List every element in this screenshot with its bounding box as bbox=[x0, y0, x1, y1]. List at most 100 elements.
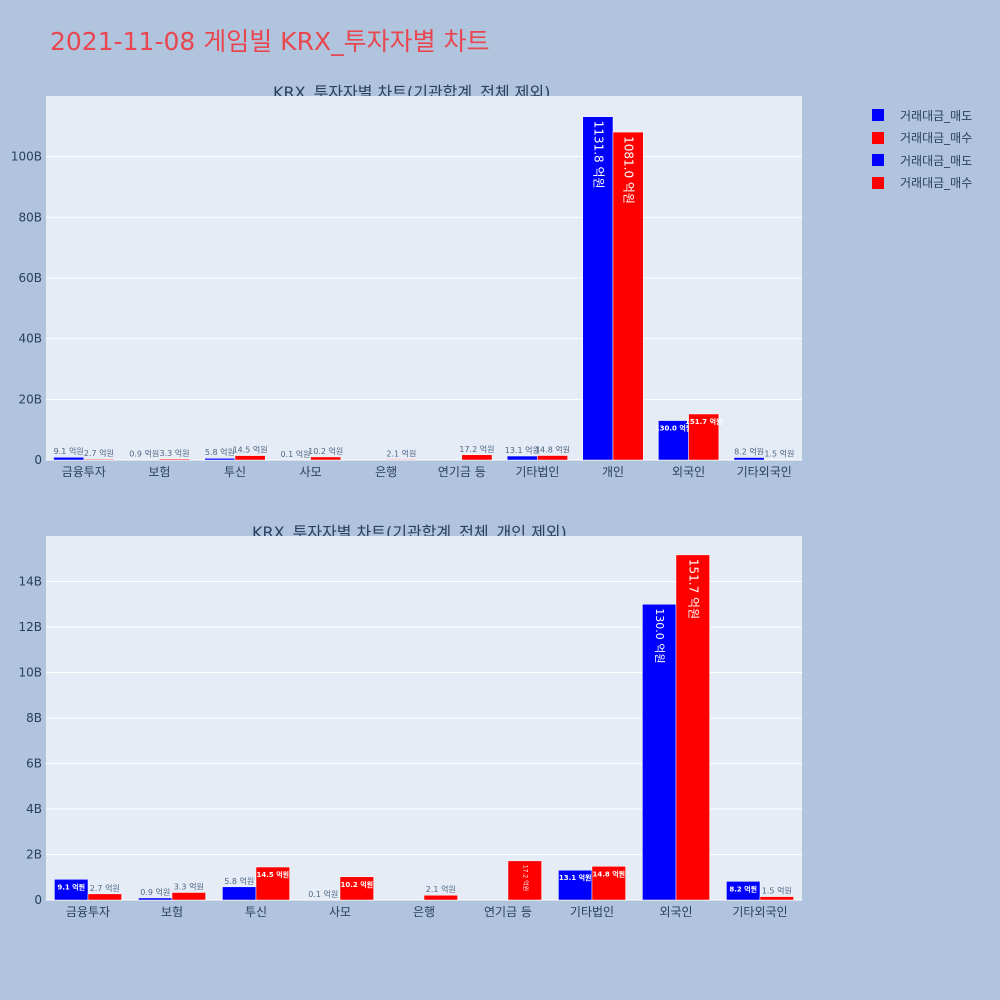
x-tick-label: 기타외국인 bbox=[737, 465, 792, 479]
data-label: 2.7 억원 bbox=[84, 448, 114, 458]
x-tick-label: 사모 bbox=[329, 905, 351, 919]
data-label: 8.2 억원 bbox=[734, 447, 764, 457]
x-tick-label: 사모 bbox=[300, 465, 322, 479]
x-tick-label: 투신 bbox=[245, 905, 267, 919]
y-tick-label: 40B bbox=[18, 332, 42, 346]
data-label: 1131.8 억원 bbox=[591, 121, 605, 189]
bar-buy bbox=[612, 131, 644, 461]
bar-buy bbox=[255, 866, 290, 901]
x-tick-label: 외국인 bbox=[672, 465, 705, 479]
bar-buy bbox=[234, 455, 266, 461]
y-tick-label: 10B bbox=[18, 666, 42, 680]
y-tick-label: 8B bbox=[26, 711, 42, 725]
bar-buy bbox=[159, 458, 190, 461]
bar-sell bbox=[558, 869, 593, 901]
data-label: 1.5 억원 bbox=[764, 449, 794, 459]
data-label: 8.2 억원 bbox=[729, 884, 757, 893]
data-label: 2.1 억원 bbox=[426, 884, 456, 894]
legend-item[interactable]: 거래대금_매도 bbox=[872, 104, 972, 127]
data-label: 151.7 억원 bbox=[686, 559, 700, 619]
legend-label: 거래대금_매도 bbox=[900, 108, 973, 123]
legend: 거래대금_매도 거래대금_매수 거래대금_매도 거래대금_매수 bbox=[872, 104, 972, 194]
x-tick-label: 기타법인 bbox=[570, 905, 614, 919]
x-tick-label: 기타외국인 bbox=[732, 905, 787, 919]
data-label: 14.5 억원 bbox=[233, 445, 268, 455]
data-label: 1.5 억원 bbox=[762, 886, 792, 896]
legend-label: 거래대금_매수 bbox=[900, 131, 973, 146]
data-label: 9.1 억원 bbox=[54, 446, 84, 456]
bar-buy bbox=[507, 860, 542, 901]
data-label: 1081.0 억원 bbox=[622, 136, 636, 204]
bar-buy bbox=[461, 454, 493, 461]
bar-buy bbox=[688, 413, 720, 461]
data-label: 14.5 억원 bbox=[257, 870, 290, 879]
x-tick-label: 보험 bbox=[148, 465, 170, 479]
bar-buy bbox=[339, 876, 374, 901]
x-tick-label: 금융투자 bbox=[66, 905, 110, 919]
bar-buy bbox=[385, 459, 417, 461]
y-tick-label: 4B bbox=[26, 802, 42, 816]
bar-buy bbox=[759, 896, 794, 901]
bar-buy bbox=[83, 458, 115, 461]
data-label: 151.7 억원 bbox=[685, 417, 722, 426]
bar-buy bbox=[423, 894, 458, 901]
data-label: 10.2 억원 bbox=[308, 446, 343, 456]
x-tick-label: 기타법인 bbox=[515, 465, 559, 479]
legend-item[interactable]: 거래대금_매도 bbox=[872, 149, 972, 172]
bar-buy bbox=[87, 893, 122, 901]
data-label: 2.1 억원 bbox=[386, 448, 416, 458]
y-tick-label: 60B bbox=[18, 271, 42, 285]
data-label: 13.1 억원 bbox=[559, 873, 592, 882]
data-label: 10.2 억원 bbox=[341, 880, 374, 889]
x-tick-label: 외국인 bbox=[659, 905, 692, 919]
y-tick-label: 100B bbox=[11, 150, 42, 164]
x-tick-label: 보험 bbox=[161, 905, 183, 919]
x-tick-label: 은행 bbox=[375, 464, 397, 479]
legend-swatch bbox=[872, 154, 884, 167]
bar-buy bbox=[310, 456, 342, 461]
data-label: 3.3 억원 bbox=[160, 448, 190, 458]
data-label: 17.2 억원 bbox=[459, 444, 494, 454]
data-label: 0.1 억원 bbox=[280, 449, 310, 459]
y-tick-label: 20B bbox=[18, 392, 42, 406]
data-label: 14.8 억원 bbox=[535, 445, 570, 455]
data-label: 13.1 억원 bbox=[505, 445, 540, 455]
y-tick-label: 2B bbox=[26, 848, 42, 862]
data-label: 5.8 억원 bbox=[224, 876, 254, 886]
legend-label: 거래대금_매수 bbox=[900, 176, 973, 191]
data-label: 130.0 억원 bbox=[653, 608, 666, 663]
legend-item[interactable]: 거래대금_매수 bbox=[872, 172, 972, 195]
legend-swatch bbox=[872, 176, 884, 189]
page-title: 2021-11-08 게임빌 KRX_투자자별 차트 bbox=[50, 27, 490, 56]
legend-swatch bbox=[872, 131, 884, 144]
bar-buy bbox=[171, 892, 206, 901]
y-tick-label: 12B bbox=[18, 620, 42, 634]
bar-sell bbox=[53, 456, 85, 461]
legend-label: 거래대금_매도 bbox=[900, 153, 973, 168]
y-tick-label: 6B bbox=[26, 757, 42, 771]
bar-sell bbox=[582, 116, 614, 461]
legend-item[interactable]: 거래대금_매수 bbox=[872, 127, 972, 150]
legend-swatch bbox=[872, 109, 884, 122]
data-label: 14.8 억원 bbox=[593, 869, 626, 878]
y-tick-label: 80B bbox=[18, 210, 42, 224]
bar-sell bbox=[733, 457, 765, 461]
data-label: 0.1 억원 bbox=[308, 889, 338, 899]
x-tick-label: 투신 bbox=[224, 465, 246, 479]
bar-buy bbox=[591, 866, 626, 901]
y-tick-label: 0 bbox=[34, 893, 42, 907]
data-label: 2.7 억원 bbox=[90, 883, 120, 893]
bar-sell bbox=[54, 879, 89, 901]
y-tick-label: 0 bbox=[34, 453, 42, 467]
data-label: 3.3 억원 bbox=[174, 881, 204, 891]
x-tick-label: 개인 bbox=[602, 465, 624, 479]
data-label: 5.8 억원 bbox=[205, 447, 235, 457]
data-label: 0.9 억원 bbox=[129, 449, 159, 459]
bar-sell bbox=[726, 881, 761, 901]
bar-buy bbox=[537, 455, 568, 461]
data-label: 0.9 억원 bbox=[140, 887, 170, 897]
y-tick-label: 14B bbox=[18, 575, 42, 589]
bar-sell bbox=[138, 897, 173, 901]
